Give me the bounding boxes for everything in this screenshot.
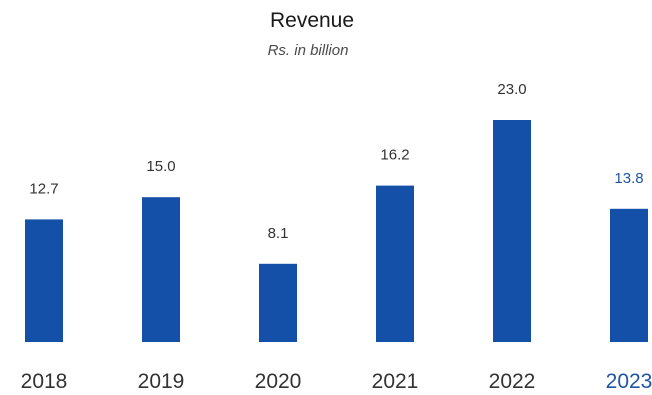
x-tick-label-2021: 2021 xyxy=(372,370,419,393)
bar-2022 xyxy=(493,120,531,342)
bars-group xyxy=(25,120,648,342)
bar-2020 xyxy=(259,263,297,342)
x-tick-label-2023: 2023 xyxy=(606,370,652,393)
value-labels-group: 12.7 15.0 8.1 16.2 23.0 13.8 xyxy=(29,81,643,242)
chart-title: Revenue xyxy=(270,9,354,32)
x-axis-tick-labels: 2018 2019 2020 2021 2022 2023 xyxy=(21,370,652,393)
value-label-2021: 16.2 xyxy=(380,147,409,164)
chart-subtitle: Rs. in billion xyxy=(268,42,349,59)
value-label-2022: 23.0 xyxy=(497,81,526,98)
bar-2018 xyxy=(25,219,63,342)
bar-2019 xyxy=(142,197,180,342)
bar-2021 xyxy=(376,185,414,342)
x-tick-label-2020: 2020 xyxy=(255,370,302,393)
value-label-2019: 15.0 xyxy=(146,158,175,175)
value-label-2018: 12.7 xyxy=(29,180,58,197)
x-tick-label-2019: 2019 xyxy=(138,370,185,393)
x-tick-label-2018: 2018 xyxy=(21,370,68,393)
value-label-2023: 13.8 xyxy=(614,170,643,187)
x-tick-label-2022: 2022 xyxy=(489,370,536,393)
value-label-2020: 8.1 xyxy=(268,225,289,242)
bar-2023 xyxy=(610,208,648,342)
